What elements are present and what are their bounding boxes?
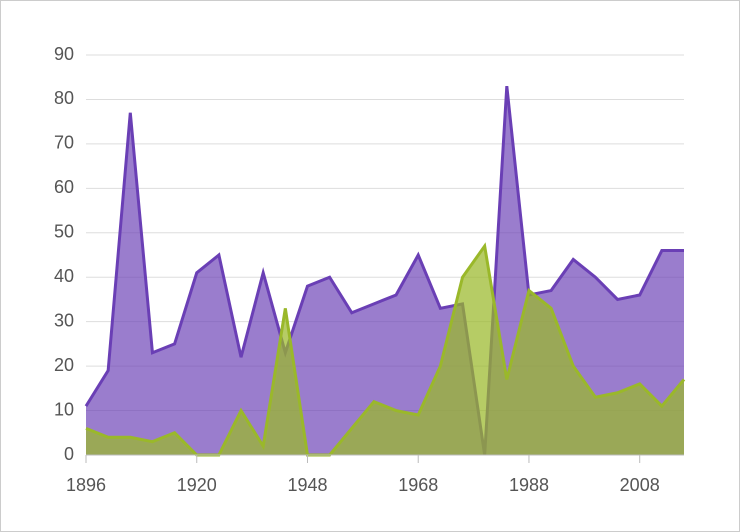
y-tick-label: 10 <box>54 399 74 419</box>
y-tick-label: 70 <box>54 133 74 153</box>
x-tick-label: 1968 <box>398 475 438 495</box>
y-tick-label: 50 <box>54 222 74 242</box>
x-tick-label: 1896 <box>66 475 106 495</box>
x-tick-label: 1988 <box>509 475 549 495</box>
x-tick-label: 2008 <box>620 475 660 495</box>
area-fill <box>86 246 684 455</box>
x-tick-label: 1920 <box>177 475 217 495</box>
y-tick-label: 0 <box>64 444 74 464</box>
y-tick-label: 30 <box>54 310 74 330</box>
y-tick-label: 80 <box>54 88 74 108</box>
y-tick-label: 60 <box>54 177 74 197</box>
area-line <box>85 242 686 457</box>
y-tick-label: 90 <box>54 44 74 64</box>
area-line <box>84 85 684 456</box>
y-tick-label: 40 <box>54 266 74 286</box>
x-tick-label: 1948 <box>287 475 327 495</box>
y-tick-label: 20 <box>54 355 74 375</box>
